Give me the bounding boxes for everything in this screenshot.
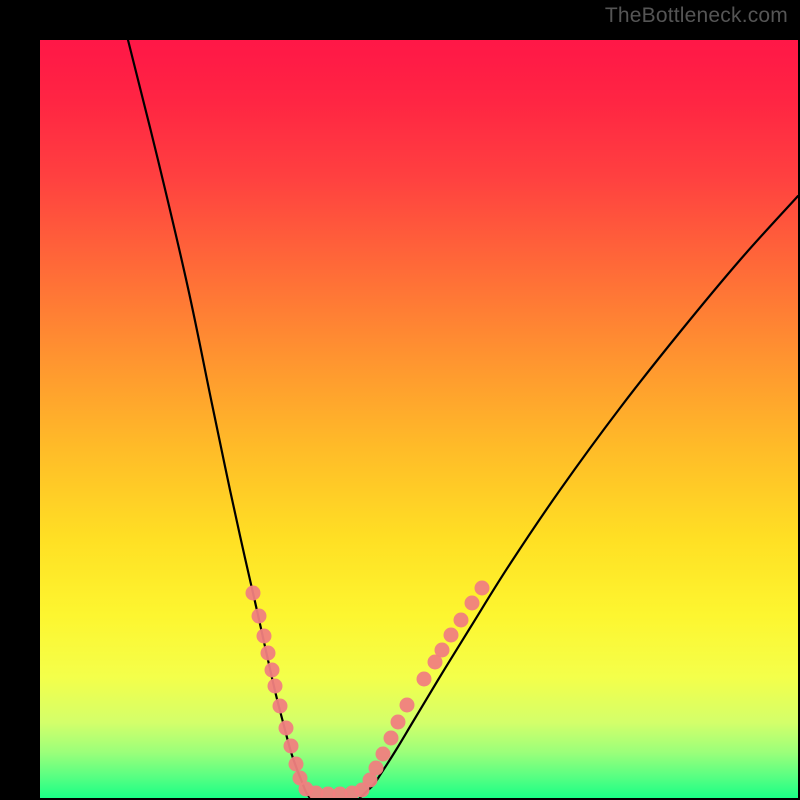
scatter-point (273, 699, 288, 714)
scatter-point (279, 721, 294, 736)
scatter-point (376, 747, 391, 762)
scatter-point (400, 698, 415, 713)
watermark-text: TheBottleneck.com (605, 4, 788, 28)
scatter-point (252, 609, 267, 624)
scatter-point (289, 757, 304, 772)
scatter-point (284, 739, 299, 754)
scatter-point (257, 629, 272, 644)
scatter-point (268, 679, 283, 694)
plot-area (40, 40, 798, 798)
scatter-point (417, 672, 432, 687)
scatter-point (384, 731, 399, 746)
scatter-point (454, 613, 469, 628)
scatter-point (391, 715, 406, 730)
chart-frame: TheBottleneck.com (0, 0, 800, 800)
scatter-point (435, 643, 450, 658)
scatter-point (246, 586, 261, 601)
scatter-point (465, 596, 480, 611)
chart-svg (40, 40, 798, 798)
scatter-point (369, 761, 384, 776)
scatter-point (475, 581, 490, 596)
scatter-point (444, 628, 459, 643)
scatter-point (261, 646, 276, 661)
scatter-point (265, 663, 280, 678)
